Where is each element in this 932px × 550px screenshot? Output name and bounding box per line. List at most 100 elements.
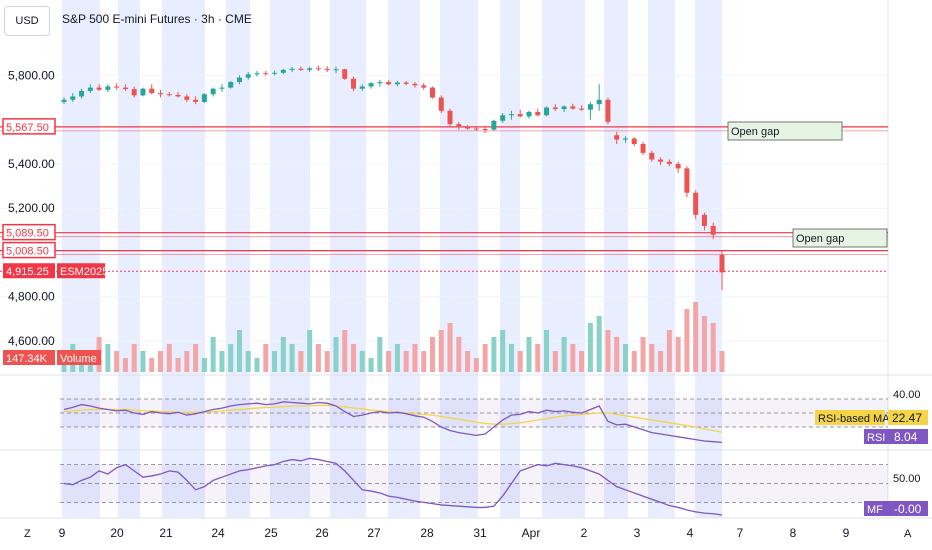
candle-body xyxy=(201,94,207,102)
volume-bar xyxy=(447,323,453,372)
mf-tag xyxy=(864,501,888,516)
time-tick-label: 25 xyxy=(264,526,278,540)
candle-body xyxy=(245,74,251,78)
candle-body xyxy=(228,82,234,88)
candle-body xyxy=(605,99,611,122)
rsi-ma-tag xyxy=(815,410,885,425)
time-tick-label: 26 xyxy=(315,526,329,540)
scale-z-button[interactable]: Z xyxy=(24,528,31,540)
candle-body xyxy=(298,68,304,70)
volume-bar xyxy=(236,330,242,372)
candle-body xyxy=(114,86,120,88)
candle-body xyxy=(333,69,339,71)
level-tag xyxy=(2,223,56,241)
volume-bar xyxy=(184,351,190,372)
candle-body xyxy=(289,68,295,70)
candle-body xyxy=(552,107,558,110)
currency-label: USD xyxy=(15,15,39,27)
volume-bar xyxy=(596,316,602,372)
rsi-tag xyxy=(864,429,888,444)
volume-bar xyxy=(631,351,637,372)
volume-bar xyxy=(465,351,471,372)
candle-body xyxy=(429,87,435,98)
volume-bar xyxy=(263,344,269,372)
rsi-ma-value: 22.47 xyxy=(892,411,922,425)
volume-bar xyxy=(122,358,128,372)
volume-bar xyxy=(201,358,207,372)
open-gap-label: Open gap xyxy=(796,233,844,245)
last-price-value: 4,915.25 xyxy=(6,266,49,278)
volume-bar xyxy=(579,351,585,372)
candle-body xyxy=(210,88,216,95)
candle-body xyxy=(219,87,225,89)
candle-body xyxy=(149,88,155,94)
price-tick-label: 5,400.00 xyxy=(8,157,55,171)
currency-button[interactable]: USD xyxy=(4,6,50,36)
level-tag-label: 5,089.50 xyxy=(6,228,49,240)
chart-title: S&P 500 E-mini Futures · 3h · CME xyxy=(62,12,252,26)
volume-bar xyxy=(587,323,593,372)
candle-body xyxy=(386,82,392,85)
time-tick-label: 9 xyxy=(59,526,66,540)
candle-body xyxy=(649,152,655,160)
open-gap-box xyxy=(792,228,888,248)
volume-bar xyxy=(368,358,374,372)
volume-bar xyxy=(412,344,418,372)
open-gap-label: Open gap xyxy=(731,126,779,138)
price-tick-label: 4,600.00 xyxy=(8,334,55,348)
session-band xyxy=(440,0,478,518)
mf-axis-label: 50.00 xyxy=(893,473,921,485)
volume-bar xyxy=(175,358,181,372)
level-tag-label: 5,008.50 xyxy=(6,246,49,258)
candle-body xyxy=(351,78,357,89)
candle-body xyxy=(508,114,514,116)
volume-bar xyxy=(456,337,462,372)
volume-label: Volume xyxy=(60,353,97,365)
candle-body xyxy=(236,77,242,83)
candle-body xyxy=(596,99,602,105)
volume-bar xyxy=(693,302,699,372)
time-tick-label: Apr xyxy=(522,526,541,540)
auto-scale-button[interactable]: A xyxy=(904,528,912,540)
time-tick-label: 24 xyxy=(211,526,225,540)
volume-bar xyxy=(210,337,216,372)
volume-bar xyxy=(333,337,339,372)
time-tick-label: 4 xyxy=(687,526,694,540)
session-band xyxy=(162,0,205,518)
candle-body xyxy=(701,214,707,226)
candle-body xyxy=(175,94,181,97)
candle-body xyxy=(140,88,146,96)
candle-body xyxy=(561,106,567,110)
candle-body xyxy=(394,82,400,85)
volume-bar xyxy=(544,330,550,372)
candle-body xyxy=(79,90,85,97)
candle-body xyxy=(272,72,278,74)
symbol-tag xyxy=(57,263,105,279)
volume-bar xyxy=(491,337,497,372)
candle-body xyxy=(359,86,365,89)
level-tag-label: 5,567.50 xyxy=(6,122,49,134)
candle-body xyxy=(544,107,550,116)
level-tag xyxy=(2,241,56,259)
candle-body xyxy=(500,115,506,121)
volume-bar xyxy=(421,351,427,372)
candle-body xyxy=(675,163,681,169)
price-tick-label: 5,800.00 xyxy=(8,68,55,82)
time-tick-label: 27 xyxy=(367,526,381,540)
volume-bar xyxy=(158,351,164,372)
volume-bar xyxy=(710,323,716,372)
volume-bar xyxy=(131,344,137,372)
candle-body xyxy=(526,111,532,117)
volume-bar xyxy=(675,337,681,372)
candle-body xyxy=(70,96,76,100)
volume-bar xyxy=(684,309,690,372)
mf-line xyxy=(63,457,723,516)
session-band xyxy=(62,0,100,518)
volume-bar xyxy=(570,344,576,372)
volume-bar xyxy=(666,330,672,372)
rsi-ma-value-tag xyxy=(888,410,928,425)
candle-body xyxy=(438,97,444,111)
session-band xyxy=(500,0,520,518)
volume-bar xyxy=(508,344,514,372)
volume-bar xyxy=(359,351,365,372)
